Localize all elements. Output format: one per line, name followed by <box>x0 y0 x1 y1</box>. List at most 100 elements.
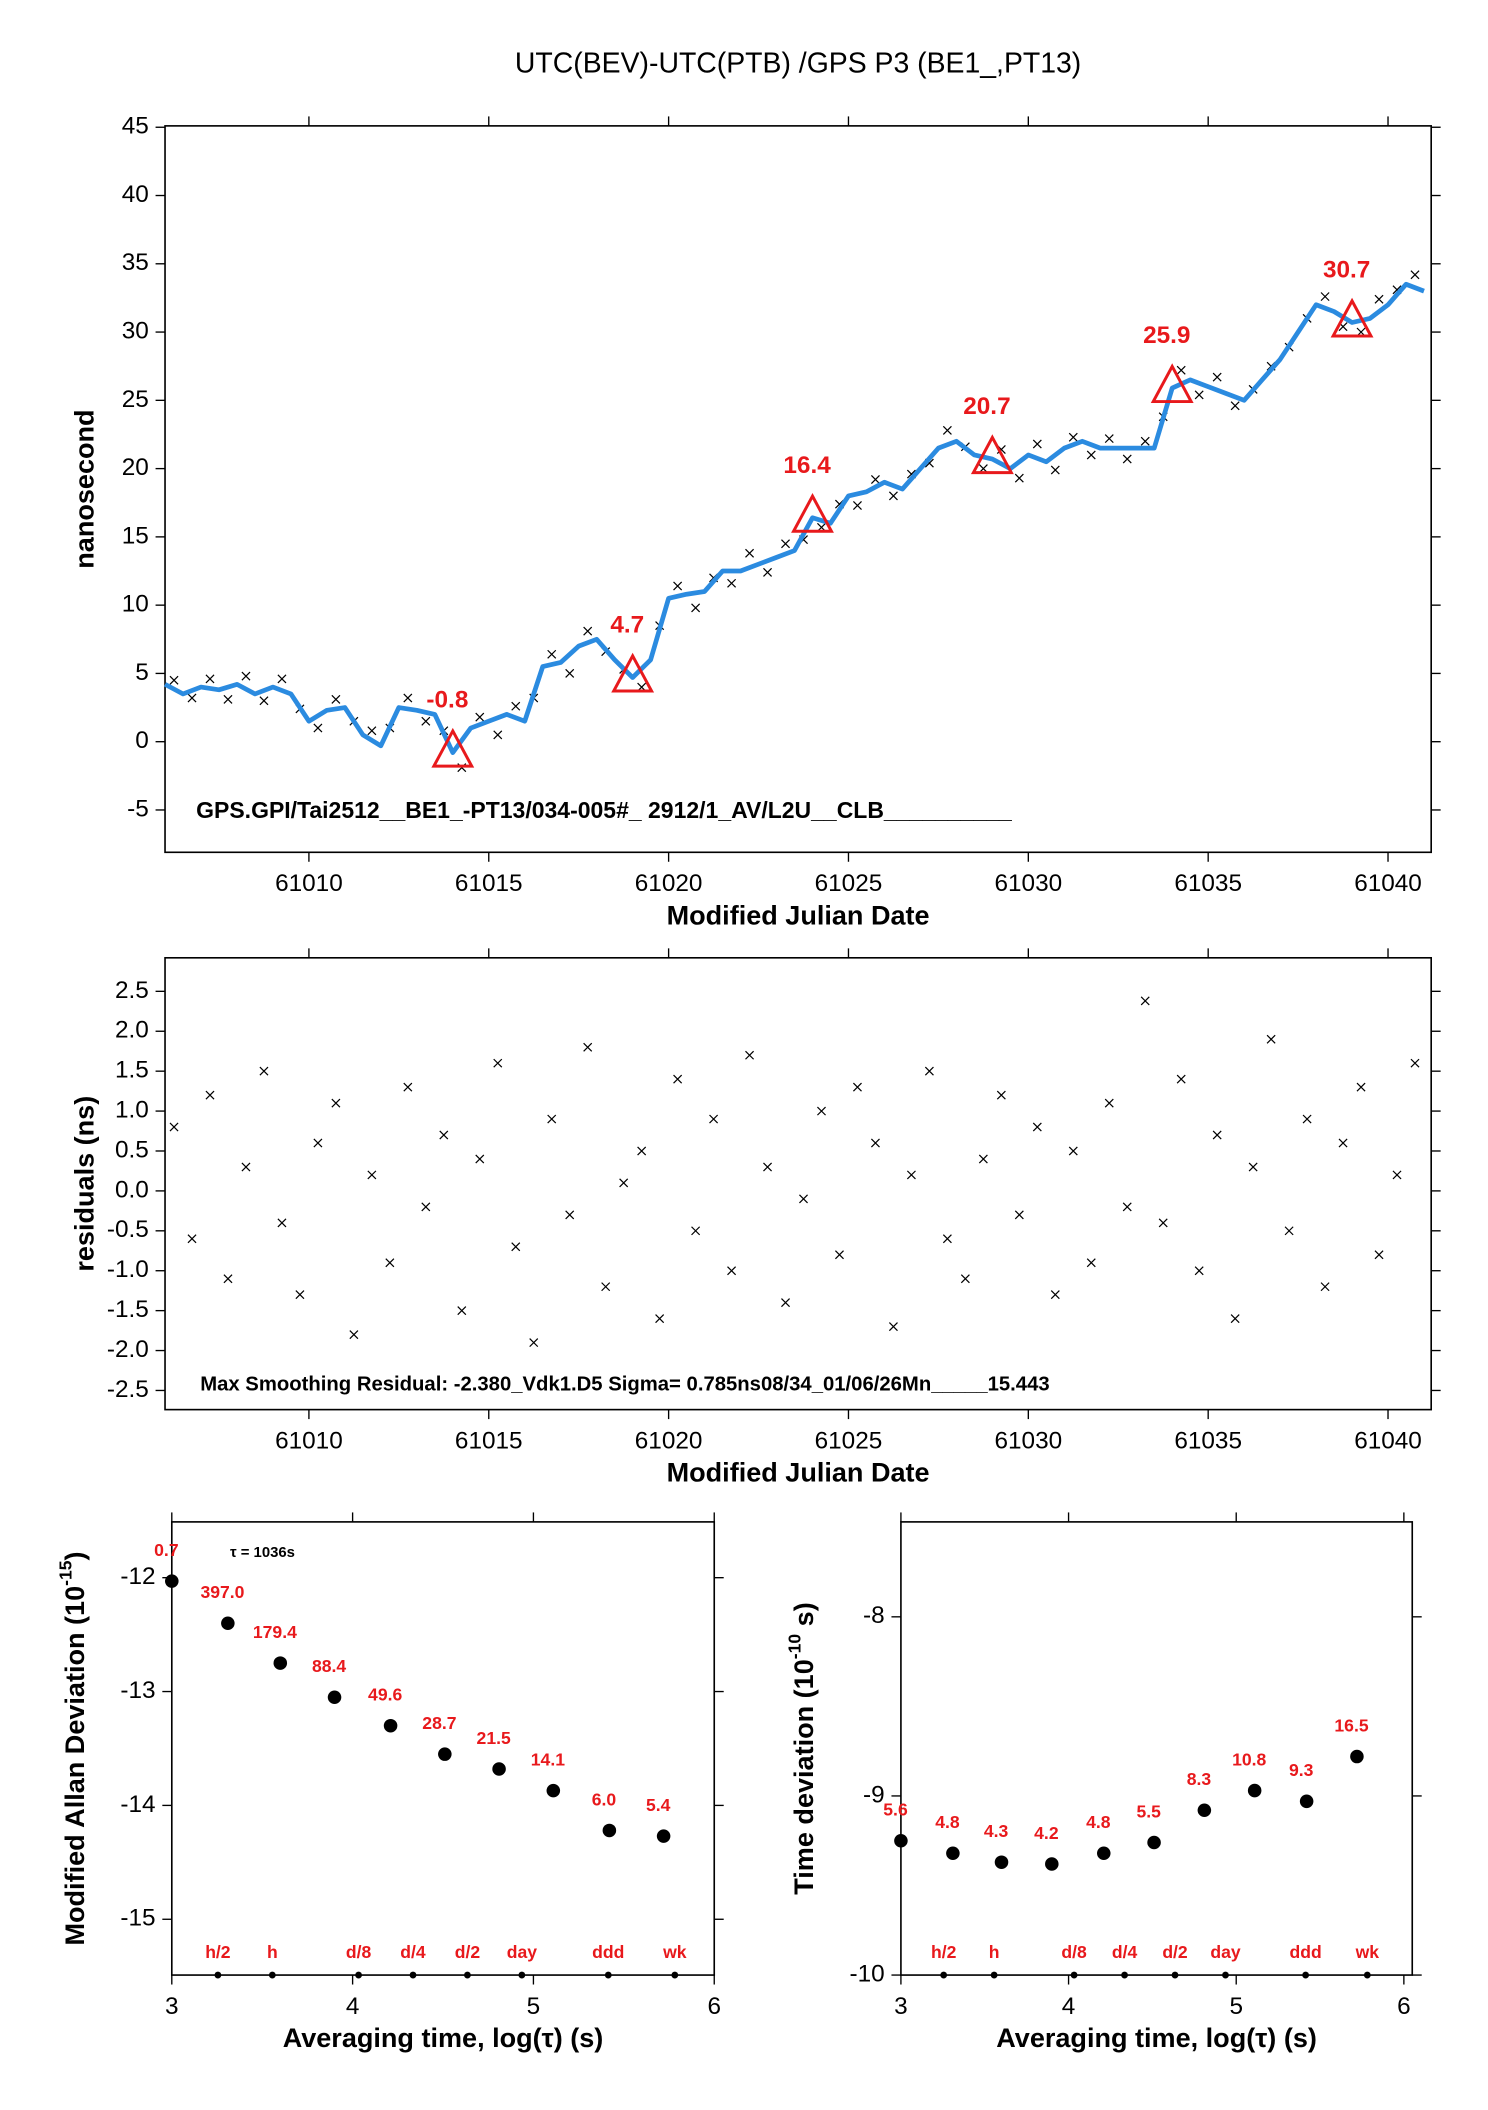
data-point <box>1045 1857 1059 1871</box>
time-mark <box>464 1971 471 1979</box>
marker-triangle <box>611 652 655 693</box>
data-point <box>165 1574 179 1588</box>
data-point <box>888 491 898 501</box>
y-tick-label: -10 <box>850 1960 885 1987</box>
time-mark-label: h/2 <box>931 1942 957 1962</box>
point-label: 28.7 <box>422 1713 456 1733</box>
x-tick-label: 61030 <box>994 1428 1062 1455</box>
y-tick-label: 2.0 <box>115 1017 149 1044</box>
y-axis-label-end: ) <box>60 1551 90 1560</box>
data-point <box>277 1218 287 1228</box>
data-point <box>1194 1266 1204 1276</box>
data-point <box>763 567 773 577</box>
data-point <box>221 1616 235 1630</box>
y-axis-label-text: Modified Allan Deviation (10 <box>60 1586 90 1946</box>
y-axis-label: Modified Allan Deviation (10-15) <box>55 1551 90 1945</box>
time-mark <box>409 1971 417 1979</box>
data-point <box>187 1234 197 1244</box>
data-point <box>367 726 377 736</box>
y-tick-label: -13 <box>120 1677 155 1704</box>
data-point <box>960 1274 970 1284</box>
data-point <box>656 1829 671 1843</box>
y-tick-label: -9 <box>863 1781 885 1808</box>
marker-triangle <box>791 492 834 533</box>
data-point <box>1097 1846 1111 1861</box>
marker-triangle <box>431 727 475 768</box>
data-point <box>637 1146 647 1156</box>
data-point <box>691 1226 701 1236</box>
x-tick-label: 61040 <box>1354 1428 1422 1455</box>
y-tick-label: 2.5 <box>115 977 149 1004</box>
data-point <box>942 425 952 435</box>
plot-frame <box>164 125 1432 854</box>
point-label: 14.1 <box>531 1749 565 1769</box>
point-label: 4.2 <box>1034 1823 1059 1843</box>
x-tick-label: 61020 <box>635 870 703 897</box>
data-point <box>996 1090 1006 1100</box>
time-mark-label: day <box>1210 1942 1241 1962</box>
time-mark-label: d/8 <box>1061 1942 1087 1962</box>
y-tick-label: 45 <box>122 113 149 140</box>
time-mark-label: d/2 <box>455 1942 481 1962</box>
time-mark <box>518 1971 526 1979</box>
x-tick-label: 61030 <box>994 870 1062 897</box>
point-label: 397.0 <box>200 1582 244 1602</box>
data-point <box>888 1322 898 1332</box>
point-label: 4.3 <box>984 1821 1009 1841</box>
data-point <box>475 1154 485 1164</box>
data-point <box>1212 1130 1222 1140</box>
data-point <box>817 1106 826 1116</box>
data-point <box>1104 1098 1114 1108</box>
y-tick-label: 15 <box>122 522 149 549</box>
y-tick-label: -2.5 <box>107 1376 149 1403</box>
y-tick-label: 30 <box>122 317 149 344</box>
data-point <box>852 500 862 510</box>
point-label: 21.5 <box>477 1728 511 1748</box>
data-point <box>421 716 431 726</box>
y-tick-label: 0 <box>135 727 149 754</box>
x-tick-label: 5 <box>1229 1993 1243 2020</box>
marker-label: 30.7 <box>1323 257 1370 284</box>
point-label: 88.4 <box>312 1656 346 1676</box>
x-axis-label: Averaging time, log(τ) (s) <box>996 2023 1317 2053</box>
point-label: 6.0 <box>592 1789 617 1809</box>
y-tick-label: -1.0 <box>107 1256 149 1283</box>
data-point <box>1212 372 1222 382</box>
data-point <box>906 1170 916 1180</box>
data-point <box>1050 1290 1060 1300</box>
point-label: 10.8 <box>1232 1749 1266 1769</box>
data-point <box>1014 1210 1024 1220</box>
x-tick-label: 61035 <box>1174 870 1242 897</box>
annotation: τ = 1036s <box>230 1545 295 1561</box>
point-label: 5.4 <box>646 1795 671 1815</box>
data-point <box>745 1050 755 1060</box>
y-tick-label: 1.0 <box>115 1096 149 1123</box>
data-point <box>331 1098 341 1108</box>
data-point <box>205 1090 215 1100</box>
data-point <box>619 1178 629 1188</box>
data-point <box>367 1170 377 1180</box>
x-axis-label: Modified Julian Date <box>667 900 930 930</box>
data-point <box>781 1298 791 1308</box>
data-point <box>277 674 287 684</box>
data-point <box>1410 1058 1420 1068</box>
time-mark <box>1070 1971 1078 1979</box>
data-point <box>1032 439 1042 449</box>
time-mark <box>268 1971 276 1979</box>
data-point <box>383 1718 398 1733</box>
data-point <box>273 1656 288 1670</box>
data-point <box>1392 1170 1402 1180</box>
time-mark-label: d/2 <box>1162 1942 1188 1962</box>
data-point <box>924 1066 934 1076</box>
y-axis-label-text: Time deviation (10 <box>789 1659 819 1895</box>
y-tick-label: 0.5 <box>115 1136 149 1163</box>
annotation: GPS.GPI/Tai2512__BE1_-PT13/034-005#_ 291… <box>196 797 1012 823</box>
data-point <box>1230 1314 1240 1324</box>
time-mark-label: wk <box>662 1942 687 1962</box>
data-point <box>493 1058 503 1068</box>
data-point <box>529 1338 539 1348</box>
data-point <box>870 475 880 485</box>
time-mark-label: day <box>507 1942 538 1962</box>
time-mark <box>940 1971 948 1979</box>
